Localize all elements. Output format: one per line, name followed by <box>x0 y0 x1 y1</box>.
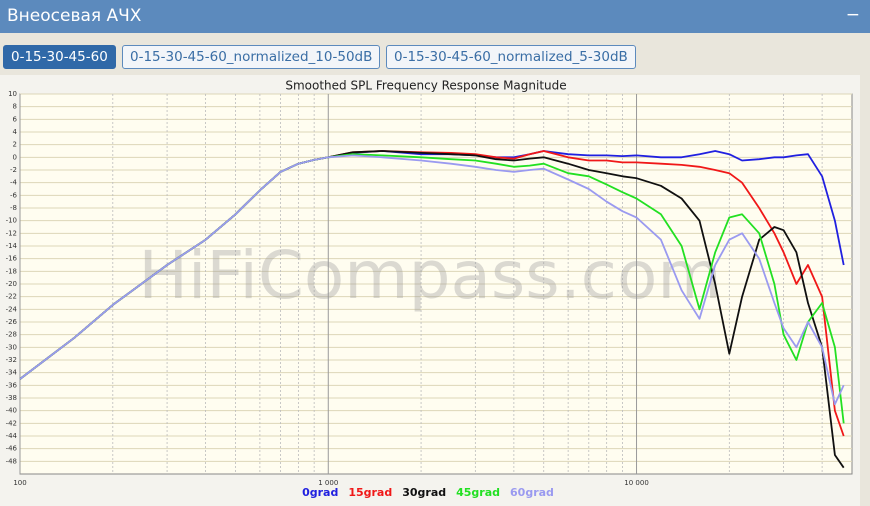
y-tick-label: -26 <box>6 318 18 326</box>
y-tick-label: -2 <box>10 166 17 174</box>
y-tick-label: -18 <box>6 267 17 275</box>
y-tick-label: -30 <box>6 343 17 351</box>
tab[interactable]: 0-15-30-45-60 <box>3 45 116 69</box>
lines <box>19 150 845 469</box>
chart: Smoothed SPL Frequency Response Magnitud… <box>0 75 860 506</box>
legend-entry: 45grad <box>456 486 500 499</box>
y-tick-label: -16 <box>6 255 18 263</box>
legend-entry: 30grad <box>402 486 446 499</box>
legend-entry: 60grad <box>510 486 554 499</box>
y-tick-label: -46 <box>6 445 18 453</box>
tab[interactable]: 0-15-30-45-60_normalized_5-30dB <box>386 45 636 69</box>
y-tick-label: 6 <box>13 115 18 123</box>
y-tick-label: -36 <box>6 381 18 389</box>
y-tick-label: -10 <box>6 217 17 225</box>
y-tick-label: -44 <box>6 432 18 440</box>
tab[interactable]: 0-15-30-45-60_normalized_10-50dB <box>122 45 381 69</box>
grid <box>19 93 852 474</box>
legend: 0grad 15grad 30grad 45grad 60grad <box>302 486 554 499</box>
y-tick-label: -8 <box>10 204 17 212</box>
y-tick-label: -42 <box>6 419 17 427</box>
y-tick-label: -22 <box>6 293 17 301</box>
collapse-button[interactable]: − <box>845 5 860 25</box>
y-tick-label: -34 <box>6 369 18 377</box>
y-tick-label: -4 <box>10 179 18 187</box>
series-line <box>19 154 845 406</box>
y-tick-label: -40 <box>6 407 17 415</box>
legend-entry: 15grad <box>348 486 392 499</box>
y-tick-label: -12 <box>6 229 17 237</box>
y-tick-label: -48 <box>6 457 17 465</box>
y-tick-label: -14 <box>6 242 18 250</box>
y-tick-label: -24 <box>6 305 18 313</box>
y-tick-label: 0 <box>13 153 17 161</box>
y-tick-label: 4 <box>13 128 18 136</box>
y-tick-label: -6 <box>10 191 18 199</box>
y-tick-label: -38 <box>6 394 17 402</box>
panel-header: Внеосевая АЧХ − <box>0 0 870 33</box>
y-tick-label: -20 <box>6 280 17 288</box>
y-tick-label: -32 <box>6 356 17 364</box>
panel-title: Внеосевая АЧХ <box>7 6 142 26</box>
x-tick-label: 10 000 <box>624 479 649 487</box>
watermark: HiFiCompass.com <box>138 237 721 314</box>
y-tick-label: -28 <box>6 331 17 339</box>
legend-entry: 0grad <box>302 486 338 499</box>
y-tick-label: 8 <box>13 103 17 111</box>
y-tick-label: 2 <box>13 141 17 149</box>
x-tick-label: 1 000 <box>318 479 338 487</box>
x-tick-label: 100 <box>13 479 26 487</box>
chart-title: Smoothed SPL Frequency Response Magnitud… <box>285 79 566 93</box>
y-tick-label: 10 <box>8 90 17 98</box>
